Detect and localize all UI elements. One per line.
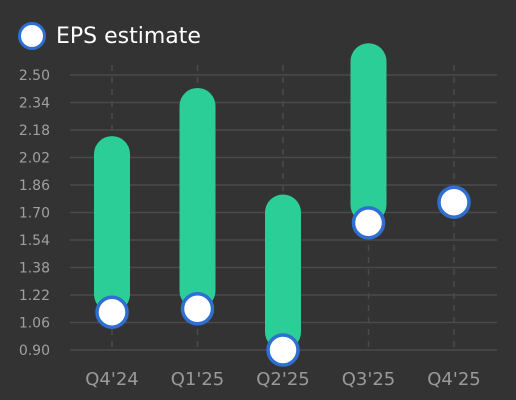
- y-tick-label: 2.34: [19, 96, 50, 112]
- y-tick-label: 2.50: [19, 68, 50, 84]
- x-category-label: Q1'25: [171, 369, 224, 390]
- y-tick-label: 1.86: [19, 178, 50, 194]
- range-bar: [265, 194, 301, 350]
- y-tick-label: 2.18: [19, 123, 50, 139]
- legend-label-eps-estimate: EPS estimate: [56, 23, 201, 49]
- eps-estimate-marker: [351, 206, 386, 240]
- y-tick-label: 1.54: [19, 233, 50, 249]
- range-bar: [179, 87, 216, 309]
- y-tick-label: 1.22: [19, 288, 50, 304]
- x-category-label: Q4'25: [427, 369, 480, 390]
- eps-estimate-marker: [180, 292, 215, 326]
- legend-marker-eps-estimate: [18, 22, 46, 50]
- eps-estimate-marker: [437, 185, 471, 219]
- y-tick-label: 1.38: [19, 261, 50, 277]
- x-category-label: Q3'25: [342, 369, 395, 390]
- y-tick-label: 1.06: [19, 316, 50, 332]
- range-bar: [94, 136, 130, 313]
- x-category-label: Q4'24: [85, 369, 138, 390]
- eps-estimate-marker: [95, 295, 129, 329]
- range-bar: [350, 43, 387, 223]
- y-tick-label: 1.70: [19, 206, 50, 222]
- x-category-label: Q2'25: [256, 369, 309, 390]
- eps-estimate-marker: [266, 333, 300, 367]
- legend: EPS estimate: [18, 19, 201, 53]
- y-tick-label: 2.02: [19, 151, 50, 167]
- y-tick-label: 0.90: [19, 343, 50, 359]
